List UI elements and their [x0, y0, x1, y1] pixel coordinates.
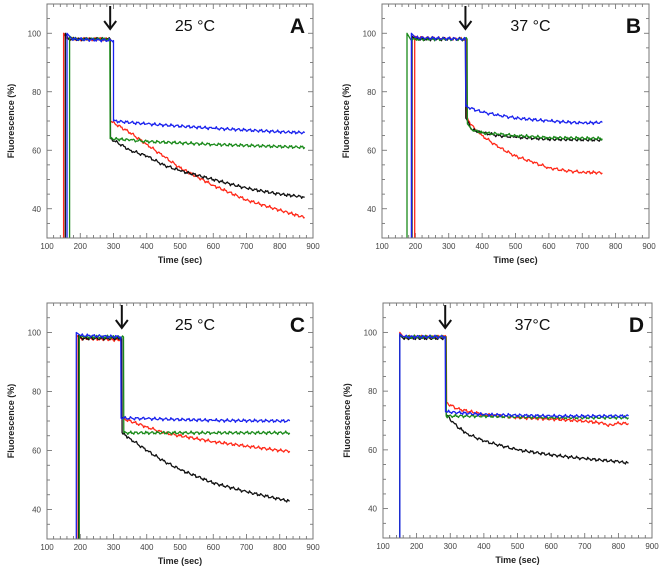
x-tick-label: 400	[140, 543, 154, 552]
x-tick-label: 300	[107, 242, 121, 251]
y-tick-label: 100	[364, 328, 378, 337]
x-tick-label: 100	[40, 543, 54, 552]
x-tick-label: 300	[107, 543, 121, 552]
x-tick-label: 500	[511, 542, 525, 551]
y-axis-title: Fluorescence (%)	[6, 384, 16, 459]
y-axis-title: Fluorescence (%)	[341, 84, 351, 159]
series-line-green	[399, 334, 630, 538]
x-tick-label: 500	[509, 242, 523, 251]
x-tick-label: 400	[477, 542, 491, 551]
x-tick-label: 200	[410, 542, 424, 551]
x-tick-label: 600	[207, 242, 221, 251]
temperature-label: 25 °C	[175, 317, 215, 334]
x-tick-label: 800	[612, 542, 626, 551]
panel-a: 100 200 300 400 500 600 700 800 900 40 60 80 100 Time…	[6, 3, 320, 265]
x-axis-title: Time (sec)	[158, 556, 202, 566]
series-line-blue	[75, 331, 291, 539]
plot-frame	[382, 302, 653, 539]
panel-d: 100 200 300 400 500 600 700 800 900 40 60 80 100 Time…	[342, 302, 659, 565]
y-tick-label: 60	[368, 446, 377, 455]
x-tick-label: 300	[442, 242, 456, 251]
plot-frame	[46, 3, 314, 239]
arrow-head-icon	[458, 20, 473, 31]
y-tick-label: 40	[32, 205, 41, 214]
series-line-black	[411, 35, 603, 238]
y-tick-label: 40	[367, 205, 376, 214]
series-line-blue	[399, 333, 629, 538]
panel-b: 100 200 300 400 500 600 700 800 900 40 60 80 100 Time…	[341, 3, 656, 265]
x-tick-label: 800	[609, 242, 623, 251]
x-tick-label: 900	[642, 242, 656, 251]
y-tick-label: 80	[32, 388, 41, 397]
y-tick-label: 60	[32, 146, 41, 155]
x-axis-title: Time (sec)	[495, 555, 539, 565]
x-tick-label: 700	[240, 543, 254, 552]
x-tick-label: 900	[645, 542, 659, 551]
arrow-head-icon	[103, 20, 117, 31]
series-line-green	[68, 35, 306, 238]
x-tick-label: 800	[273, 543, 287, 552]
x-tick-label: 100	[376, 542, 390, 551]
y-tick-label: 100	[28, 329, 42, 338]
y-axis-title: Fluorescence (%)	[6, 84, 16, 159]
panel-letter: B	[626, 15, 641, 38]
series-group	[406, 32, 603, 238]
y-tick-label: 40	[32, 506, 41, 515]
temperature-label: 37°C	[515, 317, 551, 334]
x-tick-label: 300	[444, 542, 458, 551]
x-tick-label: 500	[173, 242, 187, 251]
x-tick-label: 600	[207, 543, 221, 552]
x-tick-label: 500	[173, 543, 187, 552]
series-line-black	[77, 334, 290, 539]
y-tick-label: 80	[367, 88, 376, 97]
x-tick-label: 600	[544, 542, 558, 551]
y-tick-label: 40	[368, 505, 377, 514]
series-line-blue	[66, 32, 306, 238]
x-tick-label: 600	[542, 242, 556, 251]
plot-frame	[46, 302, 314, 540]
plot-frame	[381, 3, 650, 239]
panel-letter: D	[629, 314, 644, 337]
panel-letter: A	[290, 15, 305, 38]
x-axis-title: Time (sec)	[158, 255, 202, 265]
x-tick-label: 900	[306, 242, 320, 251]
x-tick-label: 200	[74, 242, 88, 251]
y-tick-label: 80	[32, 88, 41, 97]
series-line-blue	[410, 32, 603, 238]
x-tick-label: 700	[578, 542, 592, 551]
series-line-red	[399, 331, 629, 538]
x-tick-label: 200	[409, 242, 423, 251]
x-tick-label: 100	[40, 242, 54, 251]
series-line-green	[406, 32, 603, 238]
series-group	[75, 331, 291, 539]
y-tick-label: 80	[368, 387, 377, 396]
arrow-head-icon	[438, 319, 453, 330]
y-axis-title: Fluorescence (%)	[342, 383, 352, 458]
panel-c: 100 200 300 400 500 600 700 800 900 40 60 80 100 Time…	[6, 302, 320, 566]
x-tick-label: 800	[273, 242, 287, 251]
x-tick-label: 400	[140, 242, 154, 251]
x-axis-title: Time (sec)	[493, 255, 537, 265]
x-tick-label: 100	[375, 242, 389, 251]
x-tick-label: 700	[576, 242, 590, 251]
panel-letter: C	[290, 314, 305, 337]
y-tick-label: 100	[28, 29, 42, 38]
temperature-label: 25 °C	[175, 18, 215, 35]
series-line-green	[78, 334, 291, 539]
y-tick-label: 100	[363, 29, 377, 38]
x-tick-label: 900	[306, 543, 320, 552]
x-tick-label: 400	[475, 242, 489, 251]
x-tick-label: 700	[240, 242, 254, 251]
series-line-red	[76, 334, 291, 539]
series-group	[399, 331, 630, 538]
temperature-label: 37 °C	[510, 18, 550, 35]
series-group	[62, 32, 306, 238]
arrow-head-icon	[115, 319, 129, 330]
series-line-black	[399, 334, 629, 538]
series-line-red	[62, 32, 305, 238]
y-tick-label: 60	[367, 146, 376, 155]
y-tick-label: 60	[32, 447, 41, 456]
x-tick-label: 200	[74, 543, 88, 552]
